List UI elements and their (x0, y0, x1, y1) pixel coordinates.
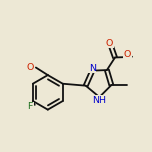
Text: O: O (26, 63, 34, 72)
Text: F: F (28, 102, 33, 111)
Text: N: N (89, 64, 96, 73)
Text: O: O (106, 39, 113, 48)
Text: NH: NH (92, 96, 106, 105)
Text: O: O (124, 50, 131, 59)
